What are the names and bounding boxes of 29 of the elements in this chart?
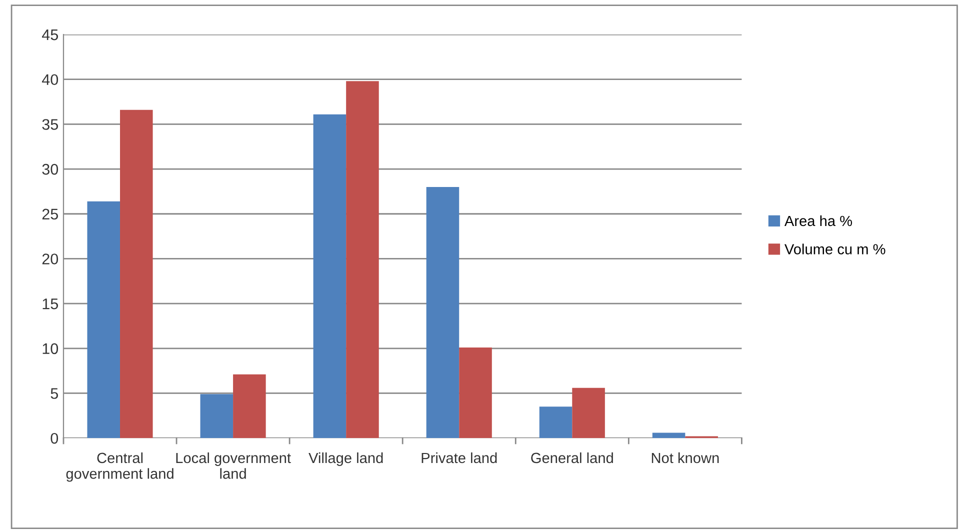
x-tick-label: Village land — [308, 452, 383, 466]
x-tick-label: Private land — [422, 452, 497, 464]
y-tick-label: 30 — [42, 164, 58, 175]
bar — [87, 201, 120, 438]
x-tick-label: Not known — [652, 452, 719, 464]
legend-label: Volume cu m % — [784, 244, 886, 254]
bar — [572, 388, 605, 438]
y-tick-label: 10 — [42, 343, 58, 354]
y-tick-label: 35 — [42, 119, 58, 130]
x-tick-label: Central government land — [66, 452, 174, 482]
legend-label: Area ha % — [784, 215, 852, 226]
bar — [539, 406, 572, 438]
bar — [652, 432, 686, 438]
y-tick-label: 45 — [42, 30, 58, 40]
bar — [426, 186, 460, 438]
bar — [200, 394, 234, 438]
x-tick-label: Local government land — [176, 452, 291, 479]
y-tick-label: 20 — [42, 254, 58, 264]
bar — [233, 374, 266, 438]
x-tick-label: General land — [531, 452, 613, 464]
y-tick-label: 15 — [42, 298, 58, 310]
y-tick-label: 0 — [50, 432, 58, 444]
bar — [120, 110, 153, 438]
bar — [313, 114, 346, 438]
y-tick-label: 25 — [42, 208, 58, 220]
y-tick-label: 5 — [50, 388, 58, 399]
bar — [459, 348, 492, 438]
y-tick-label: 40 — [42, 74, 58, 86]
bar — [346, 81, 379, 438]
